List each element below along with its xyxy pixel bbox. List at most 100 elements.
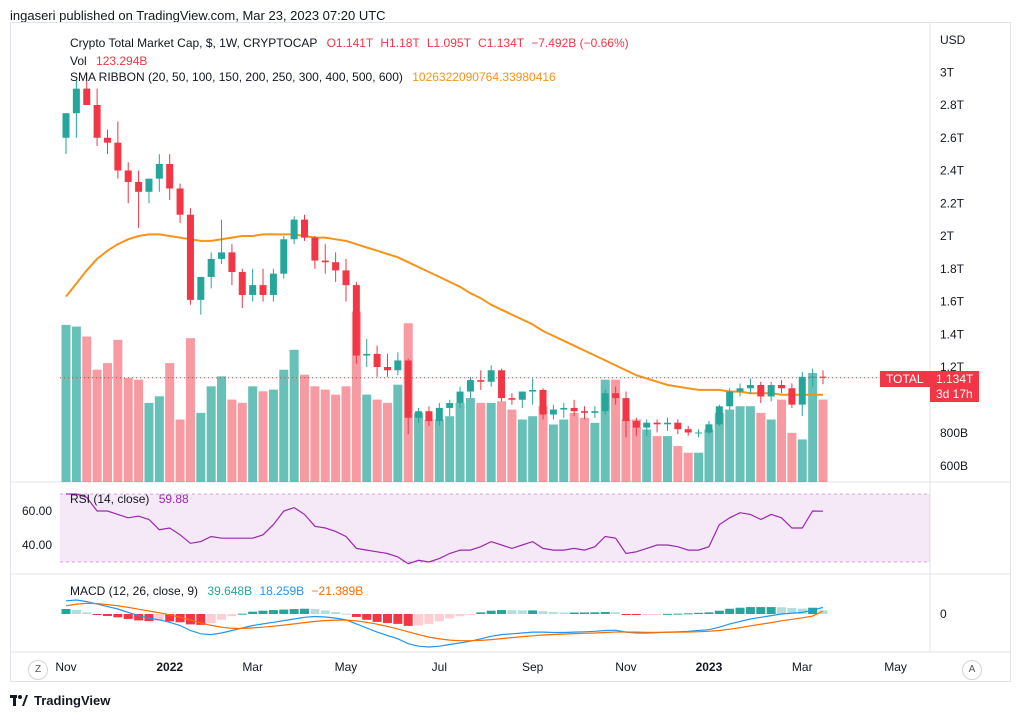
macd-pane: 0 — [61, 599, 947, 648]
candle-body — [145, 178, 153, 192]
macd-histogram-bar — [362, 614, 372, 620]
volume-bar — [611, 379, 621, 482]
candle-body — [581, 411, 588, 413]
macd-histogram-bar — [745, 607, 755, 614]
volume-bar — [725, 409, 735, 482]
volume-bar — [382, 402, 392, 482]
candle-body — [591, 411, 599, 413]
volume-bar — [621, 419, 631, 482]
zoom-button[interactable]: Z — [28, 660, 48, 680]
macd-histogram-bar — [351, 614, 361, 617]
candle-body — [290, 219, 298, 240]
auto-scale-button[interactable]: A — [962, 660, 982, 680]
candle-body — [498, 370, 506, 399]
macd-histogram-bar — [92, 614, 102, 615]
rsi-pane: 60.00 40.00 — [22, 493, 930, 565]
macd-histogram-bar — [424, 614, 434, 624]
macd-histogram-bar — [704, 612, 714, 614]
volume-bar — [310, 386, 320, 482]
x-axis-label: Nov — [615, 660, 636, 674]
volume-bar — [217, 376, 227, 482]
candle-body — [83, 88, 91, 105]
volume-bar — [642, 429, 652, 482]
candle-body — [332, 262, 340, 271]
volume-bar — [777, 399, 787, 482]
candle-body — [394, 360, 402, 371]
macd-line — [65, 599, 824, 648]
candle-body — [103, 137, 111, 143]
x-axis-label: Mar — [792, 660, 813, 674]
macd-histogram-bar — [206, 614, 216, 624]
sma-label: SMA RIBBON (20, 50, 100, 150, 200, 250, … — [70, 70, 403, 84]
macd-histogram-bar — [517, 610, 527, 614]
volume-bar — [497, 401, 507, 482]
brand-name: TradingView — [34, 693, 111, 708]
volume-bar — [206, 386, 216, 482]
volume-bar — [548, 424, 558, 482]
candle-body — [176, 188, 184, 215]
volume-bar — [538, 406, 548, 482]
candle-body — [778, 385, 786, 389]
macd-histogram-bar — [279, 609, 289, 614]
macd-histogram-bar — [154, 614, 164, 621]
price-tick-label: 1.2T — [940, 360, 965, 374]
volume-bar — [569, 412, 579, 482]
candle-body — [684, 429, 692, 433]
candle-body — [663, 422, 671, 425]
candle-body — [166, 163, 174, 189]
candle-body — [746, 385, 754, 389]
macd-histogram-bar — [134, 614, 144, 621]
signal-value: 18.259B — [259, 584, 305, 598]
macd-histogram-bar — [165, 614, 175, 622]
candle-body — [529, 389, 537, 392]
volume-bar — [818, 399, 828, 482]
candle-body — [695, 432, 703, 434]
candle-body — [238, 272, 246, 295]
price-tick-label: 2.2T — [940, 196, 965, 210]
candle-body — [93, 105, 101, 138]
volume-bar — [745, 406, 755, 482]
volume-bar — [714, 412, 724, 482]
volume-bar — [185, 338, 195, 482]
macd-histogram-bar — [113, 614, 123, 618]
macd-tick-label: 0 — [940, 607, 947, 621]
macd-histogram-bar — [237, 613, 247, 615]
candle-body — [456, 391, 464, 404]
macd-histogram-bar — [528, 610, 538, 614]
volume-bar — [528, 416, 538, 482]
x-axis-label: Nov — [55, 660, 76, 674]
volume-bar — [486, 402, 496, 482]
candle-body — [674, 422, 682, 430]
candle-body — [114, 142, 122, 171]
macd-histogram-bar — [341, 613, 351, 615]
volume-bar — [600, 379, 610, 482]
macd-histogram-bar — [631, 614, 641, 615]
volume-bar — [300, 374, 310, 482]
candle-body — [425, 411, 433, 422]
rsi-tick-label: 40.00 — [22, 538, 52, 552]
price-tick-label: 2T — [940, 229, 955, 243]
macd-histogram-bar — [465, 614, 475, 615]
signal-line — [65, 602, 824, 642]
hist-value: −21.389B — [311, 584, 364, 598]
price-tick-label: 1.4T — [940, 327, 965, 341]
volume-bar — [465, 397, 475, 482]
volume-bar — [227, 399, 237, 482]
macd-histogram-bar — [714, 610, 724, 614]
volume-bar — [735, 406, 745, 482]
macd-histogram-bar — [310, 609, 320, 614]
macd-histogram-bar — [652, 614, 662, 615]
macd-histogram-bar — [735, 607, 745, 614]
sma-legend: SMA RIBBON (20, 50, 100, 150, 200, 250, … — [70, 70, 556, 84]
candle-body — [446, 403, 454, 408]
price-tick-label: 2.8T — [940, 98, 965, 112]
candle-body — [757, 385, 765, 397]
candle-body — [383, 367, 391, 371]
candle-body — [622, 398, 630, 422]
volume-bar — [797, 439, 807, 482]
volume-legend: Vol 123.294B — [70, 54, 147, 68]
volume-bar — [289, 349, 299, 482]
macd-histogram-bar — [818, 610, 828, 614]
currency-label: USD — [940, 33, 966, 47]
